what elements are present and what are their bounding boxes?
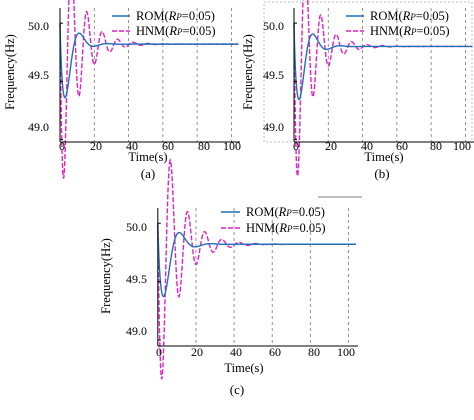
panel-c-axes bbox=[157, 208, 358, 347]
panel-b-legend: ROM(RP=0.05) HNM(RP=0.05) bbox=[346, 9, 450, 38]
panel-b-rom-line bbox=[293, 23, 473, 101]
panel-c-xtick-label: 100 bbox=[337, 345, 355, 359]
panel-a-xtick-label: 40 bbox=[126, 139, 138, 153]
panel-b-ylabel: Frequency(Hz) bbox=[241, 34, 255, 110]
panel-a-xtick-label: 20 bbox=[90, 139, 102, 153]
panel-a-ytick-label: 49.0 bbox=[28, 120, 49, 134]
panel-c-caption: (c) bbox=[230, 382, 244, 397]
panel-a-rom-line bbox=[59, 23, 239, 99]
panel-b: 49.0 49.5 50.0 0 20 40 60 80 100 Frequen… bbox=[241, 0, 474, 181]
panel-b-xtick-label: 0 bbox=[293, 139, 299, 153]
panel-c-legend-rom-label: ROM(RP=0.05) bbox=[246, 205, 325, 219]
panel-c-grid bbox=[195, 208, 349, 346]
panel-b-yticks: 49.0 49.5 50.0 bbox=[263, 19, 284, 134]
panel-c-ytick-label: 49.5 bbox=[126, 272, 147, 286]
panel-c-legend-hnm-label: HNM(RP=0.05) bbox=[246, 221, 326, 235]
panel-a-axes bbox=[59, 8, 240, 143]
panel-c-xtick-label: 20 bbox=[191, 345, 203, 359]
panel-a-xtick-label: 100 bbox=[223, 139, 241, 153]
panel-c-ytick-label: 49.0 bbox=[126, 324, 147, 338]
panel-a-yticks: 49.0 49.5 50.0 bbox=[28, 19, 49, 134]
panel-b-xtick-label: 40 bbox=[361, 139, 373, 153]
panel-a-legend: ROM(RP=0.05) HNM(RP=0.05) bbox=[112, 9, 216, 38]
panel-a-xlabel: Time(s) bbox=[128, 150, 167, 164]
panel-b-legend-hnm-label: HNM(RP=0.05) bbox=[370, 24, 450, 38]
panel-b-caption: (b) bbox=[374, 166, 389, 181]
panel-b-xticks: 0 20 40 60 80 100 bbox=[293, 139, 471, 153]
panel-c-rom-line bbox=[157, 223, 357, 298]
panel-b-xtick-label: 100 bbox=[453, 139, 471, 153]
panel-c-xtick-label: 0 bbox=[156, 345, 162, 359]
panel-a-legend-rom-label: ROM(RP=0.05) bbox=[136, 9, 215, 23]
panel-b-legend-rom-label: ROM(RP=0.05) bbox=[370, 9, 449, 23]
panel-c-legend: ROM(RP=0.05) HNM(RP=0.05) bbox=[221, 205, 326, 235]
panel-a-xticks: 0 20 40 60 80 100 bbox=[59, 139, 241, 153]
panel-c-xtick-label: 40 bbox=[230, 345, 242, 359]
panel-b-axes bbox=[293, 8, 474, 143]
panel-b-xlabel: Time(s) bbox=[364, 150, 403, 164]
panel-c-yticks: 49.0 49.5 50.0 bbox=[126, 220, 147, 338]
panel-c: 49.0 49.5 50.0 0 20 40 60 80 100 Frequen… bbox=[99, 158, 362, 397]
panel-b-xtick-label: 20 bbox=[325, 139, 337, 153]
panel-b-ytick-label: 49.0 bbox=[263, 120, 284, 134]
panel-a: 49.0 49.5 50.0 0 20 40 60 80 100 Frequen… bbox=[3, 0, 241, 181]
panel-a-ylabel: Frequency(Hz) bbox=[3, 34, 17, 110]
panel-a-ytick-label: 49.5 bbox=[28, 68, 49, 82]
panel-c-xtick-label: 60 bbox=[269, 345, 281, 359]
panel-a-xtick-label: 80 bbox=[198, 139, 210, 153]
panel-a-xtick-label: 0 bbox=[59, 139, 65, 153]
panel-b-ytick-label: 49.5 bbox=[263, 68, 284, 82]
panel-b-xtick-label: 60 bbox=[396, 139, 408, 153]
panel-c-ytick-label: 50.0 bbox=[126, 220, 147, 234]
panel-a-grid bbox=[93, 8, 232, 142]
panel-c-xlabel: Time(s) bbox=[224, 361, 263, 375]
panel-b-grid bbox=[327, 8, 466, 142]
panel-a-caption: (a) bbox=[141, 166, 155, 181]
panel-b-ytick-label: 50.0 bbox=[263, 19, 284, 33]
panel-a-xtick-label: 60 bbox=[162, 139, 174, 153]
panel-a-ytick-label: 50.0 bbox=[28, 19, 49, 33]
panel-b-xtick-label: 80 bbox=[430, 139, 442, 153]
panel-c-xticks: 0 20 40 60 80 100 bbox=[156, 345, 355, 359]
panel-c-xtick-label: 80 bbox=[308, 345, 320, 359]
panel-c-ylabel: Frequency(Hz) bbox=[99, 238, 113, 314]
panel-a-legend-hnm-label: HNM(RP=0.05) bbox=[136, 24, 216, 38]
